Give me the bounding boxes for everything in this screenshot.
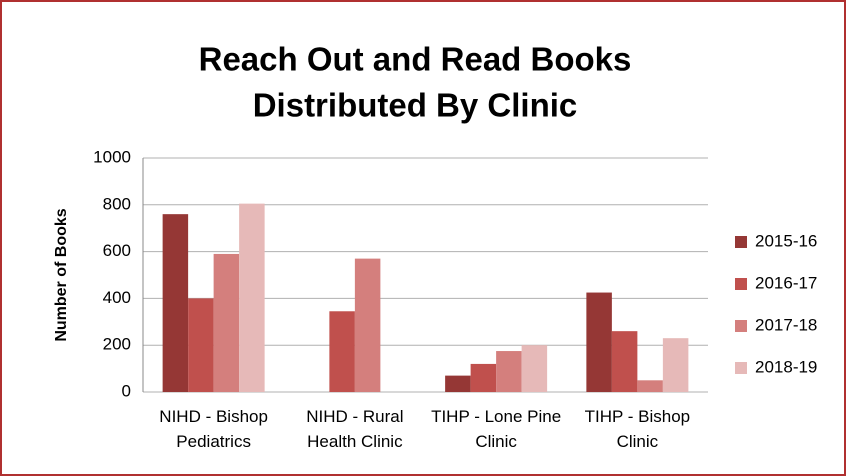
y-tick-label: 1000 <box>93 147 131 166</box>
bar <box>637 380 663 392</box>
legend-swatch <box>735 236 747 248</box>
x-tick-label: NIHD - Bishop Pediatrics <box>159 407 268 451</box>
x-tick-label: TIHP - Bishop Clinic <box>584 407 691 451</box>
bar <box>521 345 548 392</box>
y-tick-label: 200 <box>103 335 131 354</box>
bar <box>162 214 189 392</box>
y-tick-label: 800 <box>103 194 131 213</box>
legend-swatch <box>735 320 747 332</box>
legend-label: 2017-18 <box>755 315 817 334</box>
y-tick-label: 0 <box>122 381 131 400</box>
bar <box>470 363 497 392</box>
legend-swatch <box>735 278 747 290</box>
y-tick-label: 400 <box>103 288 131 307</box>
chart-title: Distributed By Clinic <box>253 87 578 124</box>
legend-label: 2018-19 <box>755 357 817 376</box>
y-tick-label: 600 <box>103 241 131 260</box>
bar <box>445 375 471 392</box>
bar <box>213 253 240 392</box>
x-tick-label: TIHP - Lone Pine Clinic <box>431 407 562 451</box>
bar <box>188 298 214 392</box>
bar <box>239 203 265 392</box>
chart-title: Reach Out and Read Books <box>199 41 632 78</box>
legend-label: 2016-17 <box>755 273 817 292</box>
y-axis-label: Number of Books <box>53 208 70 341</box>
bar <box>586 292 612 392</box>
x-tick-label: NIHD - Rural Health Clinic <box>306 407 404 451</box>
bar <box>329 311 355 392</box>
legend-label: 2015-16 <box>755 231 817 250</box>
bar <box>496 351 522 392</box>
bar <box>662 338 689 392</box>
bar <box>611 331 638 392</box>
bar <box>354 258 381 392</box>
legend-swatch <box>735 362 747 374</box>
